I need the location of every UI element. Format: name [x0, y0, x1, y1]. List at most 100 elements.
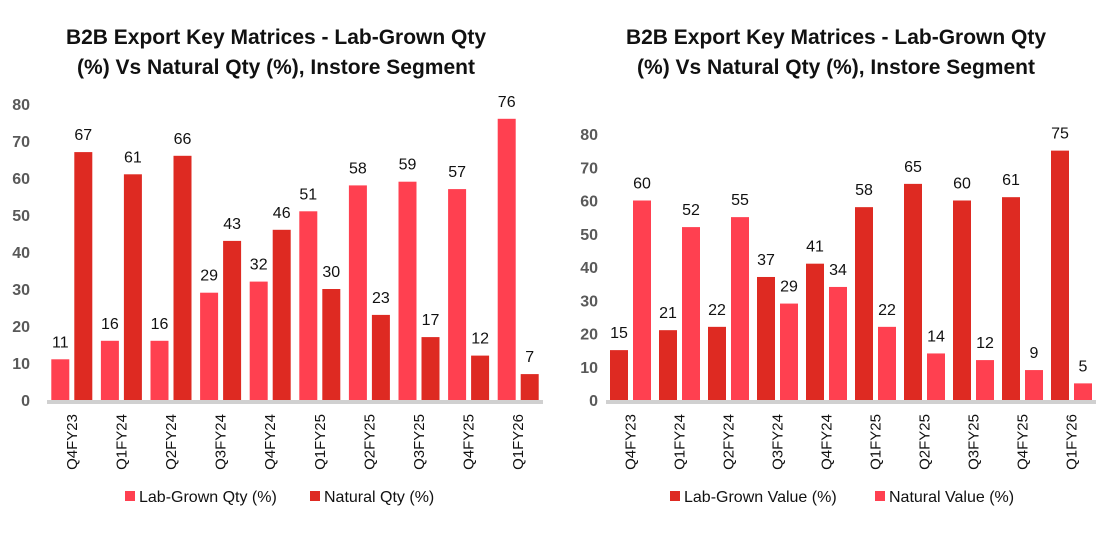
data-label: 61 — [1002, 172, 1020, 189]
chart-1: B2B Export Key Matrices - Lab-Grown Qty (… — [12, 26, 543, 506]
data-label: 60 — [953, 176, 971, 193]
x-category-label: Q4FY24 — [819, 414, 836, 470]
y-tick-label: 40 — [580, 260, 598, 277]
x-category-label: Q4FY23 — [623, 414, 640, 470]
data-label: 22 — [878, 302, 896, 319]
x-category-label: Q3FY24 — [213, 414, 230, 470]
bar-natural-value- — [1025, 370, 1043, 400]
data-label: 16 — [101, 316, 119, 333]
chart-title-line: (%) Vs Natural Qty (%), Instore Segment — [77, 56, 475, 79]
y-tick-label: 0 — [21, 393, 30, 410]
bar-lab-grown-qty- — [150, 340, 169, 400]
data-label: 76 — [498, 94, 516, 111]
bar-natural-qty- — [74, 152, 93, 400]
bar-natural-value- — [829, 286, 847, 400]
bar-lab-grown-qty- — [299, 211, 318, 400]
y-tick-label: 50 — [580, 227, 598, 244]
y-tick-label: 20 — [12, 319, 30, 336]
legend-label: Lab-Grown Qty (%) — [139, 489, 277, 506]
y-tick-label: 0 — [589, 393, 598, 410]
y-tick-label: 30 — [12, 282, 30, 299]
x-category-label: Q1FY25 — [868, 414, 885, 470]
data-label: 12 — [976, 335, 994, 352]
x-category-label: Q1FY25 — [312, 414, 329, 470]
legend-label: Natural Qty (%) — [324, 489, 434, 506]
y-tick-label: 80 — [12, 97, 30, 114]
chart-title-line: B2B Export Key Matrices - Lab-Grown Qty — [66, 26, 486, 49]
data-label: 60 — [633, 176, 651, 193]
data-label: 9 — [1030, 345, 1039, 362]
bar-natural-value- — [1074, 383, 1092, 400]
data-label: 55 — [731, 192, 749, 209]
data-label: 23 — [372, 290, 390, 307]
data-label: 75 — [1051, 126, 1069, 143]
data-label: 65 — [904, 159, 922, 176]
x-category-label: Q2FY25 — [917, 414, 934, 470]
data-label: 5 — [1079, 358, 1088, 375]
y-tick-label: 50 — [12, 208, 30, 225]
bar-lab-grown-value- — [855, 207, 873, 400]
legend-swatch — [310, 491, 320, 501]
bar-lab-grown-qty- — [348, 185, 367, 400]
x-axis-line — [47, 400, 543, 404]
data-label: 67 — [74, 127, 92, 144]
data-label: 43 — [223, 216, 241, 233]
data-label: 29 — [780, 279, 798, 296]
data-label: 46 — [273, 205, 291, 222]
bar-natural-qty- — [322, 289, 341, 400]
legend-label: Natural Value (%) — [889, 489, 1014, 506]
bar-lab-grown-value- — [610, 350, 628, 400]
chart-title-line: B2B Export Key Matrices - Lab-Grown Qty — [626, 26, 1046, 49]
x-category-label: Q2FY25 — [361, 414, 378, 470]
data-label: 17 — [422, 312, 440, 329]
bar-natural-value- — [731, 217, 749, 400]
data-label: 11 — [52, 334, 69, 351]
bar-lab-grown-value- — [953, 200, 971, 400]
x-category-label: Q3FY25 — [966, 414, 983, 470]
legend-swatch — [670, 491, 680, 501]
bar-natural-qty- — [421, 337, 440, 400]
data-label: 32 — [250, 257, 268, 274]
bar-lab-grown-value- — [757, 276, 775, 400]
bar-natural-value- — [633, 200, 651, 400]
data-label: 21 — [659, 305, 677, 322]
y-tick-label: 40 — [12, 245, 30, 262]
bar-natural-qty- — [223, 240, 242, 400]
y-tick-label: 30 — [580, 293, 598, 310]
data-label: 34 — [829, 262, 847, 279]
x-category-label: Q1FY26 — [510, 414, 527, 470]
x-category-label: Q2FY24 — [721, 414, 738, 470]
data-label: 15 — [610, 325, 628, 342]
y-tick-label: 60 — [12, 171, 30, 188]
bar-natural-value- — [927, 353, 945, 400]
legend-swatch — [125, 491, 135, 501]
data-label: 12 — [471, 331, 489, 348]
y-tick-label: 80 — [580, 127, 598, 144]
x-axis-line — [606, 400, 1096, 404]
bar-natural-qty- — [123, 174, 142, 400]
data-label: 61 — [124, 149, 142, 166]
data-label: 58 — [855, 182, 873, 199]
chart-2: B2B Export Key Matrices - Lab-Grown Qty (… — [580, 26, 1096, 506]
data-label: 14 — [927, 328, 945, 345]
x-category-label: Q4FY24 — [262, 414, 279, 470]
data-label: 51 — [299, 186, 317, 203]
bar-natural-value- — [780, 303, 798, 400]
y-tick-label: 20 — [580, 327, 598, 344]
y-tick-label: 60 — [580, 194, 598, 211]
y-tick-label: 70 — [12, 134, 30, 151]
data-label: 66 — [174, 131, 192, 148]
data-label: 59 — [399, 157, 417, 174]
x-category-label: Q1FY24 — [672, 414, 689, 470]
bar-lab-grown-value- — [659, 330, 677, 400]
data-label: 16 — [151, 316, 169, 333]
bar-natural-qty- — [520, 374, 539, 400]
x-category-label: Q1FY26 — [1064, 414, 1081, 470]
data-label: 37 — [757, 252, 775, 269]
bar-natural-qty- — [471, 355, 490, 400]
bar-lab-grown-value- — [904, 183, 922, 400]
bar-lab-grown-value- — [1002, 197, 1020, 400]
data-label: 57 — [448, 164, 466, 181]
bar-lab-grown-value- — [1051, 150, 1069, 400]
